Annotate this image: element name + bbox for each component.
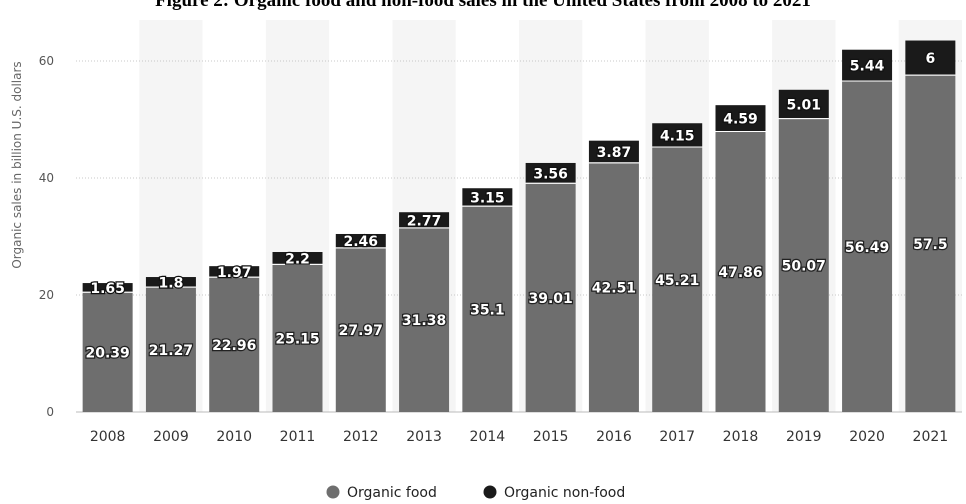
bar-organic-non-food: [588, 140, 639, 163]
x-tick-label: 2020: [849, 429, 885, 445]
x-tick-label: 2008: [90, 429, 126, 445]
data-label-organic-non-food: 4.15: [660, 128, 695, 144]
y-tick-label: 20: [39, 288, 54, 302]
data-label-organic-food: 27.97: [339, 323, 383, 339]
chart-title: Figure 2: Organic food and non-food sale…: [155, 0, 811, 11]
bar-organic-food: [588, 163, 639, 412]
x-tick-label: 2016: [596, 429, 632, 445]
bar-organic-non-food: [842, 49, 893, 81]
bar-organic-non-food: [209, 266, 260, 277]
x-tick-label: 2010: [216, 429, 252, 445]
x-axis-ticks: 2008 2009 2010 2011 2012 2013 2014 2015 2016 2017…: [90, 429, 948, 445]
bar-organic-non-food: [525, 162, 576, 183]
bar-organic-food: [525, 183, 576, 412]
y-tick-label: 60: [39, 54, 54, 68]
x-tick-label: 2009: [153, 429, 189, 445]
legend-marker-organic-non-food: [483, 485, 497, 499]
data-label-organic-non-food: 1.8: [159, 275, 184, 291]
bar-organic-food: [652, 147, 703, 413]
y-tick-label: 0: [46, 405, 54, 419]
data-label-organic-non-food: 3.15: [470, 190, 505, 206]
data-label-organic-food: 45.21: [655, 273, 699, 289]
x-tick-label: 2011: [280, 429, 316, 445]
legend: Organic food Organic non-food: [326, 485, 625, 501]
bar-organic-non-food: [715, 105, 766, 132]
x-tick-label: 2017: [659, 429, 695, 445]
bar-organic-food: [462, 206, 513, 412]
x-tick-label: 2014: [470, 429, 506, 445]
bar-organic-food: [778, 119, 829, 412]
x-tick-label: 2015: [533, 429, 569, 445]
data-label-organic-food: 21.27: [149, 343, 193, 359]
legend-label-organic-food: Organic food: [347, 485, 437, 501]
data-label-organic-non-food: 6: [925, 51, 935, 67]
bar-organic-food: [842, 81, 893, 412]
data-label-organic-non-food: 1.65: [90, 281, 125, 297]
data-label-organic-food: 35.1: [470, 302, 505, 318]
bar-organic-non-food: [82, 283, 133, 292]
data-label-organic-food: 47.86: [718, 265, 762, 281]
bar-organic-non-food: [335, 233, 386, 248]
legend-label-organic-non-food: Organic non-food: [504, 485, 625, 501]
y-axis-label: Organic sales in billion U.S. dollars: [10, 61, 24, 268]
data-label-organic-non-food: 3.87: [597, 145, 632, 161]
data-label-organic-non-food: 3.56: [533, 166, 568, 182]
data-label-organic-food: 39.01: [528, 291, 572, 307]
bar-organic-non-food: [778, 89, 829, 119]
data-label-organic-non-food: 2.77: [407, 213, 442, 229]
bar-organic-non-food: [145, 277, 196, 287]
x-tick-label: 2019: [786, 429, 822, 445]
data-label-organic-food: 22.96: [212, 338, 256, 354]
bar-organic-food: [209, 277, 260, 412]
bar-organic-non-food: [905, 40, 956, 75]
data-label-organic-food: 25.15: [275, 331, 319, 347]
x-tick-label: 2012: [343, 429, 379, 445]
data-label-organic-food: 31.38: [402, 313, 446, 329]
bar-organic-non-food: [272, 252, 323, 264]
data-label-organic-non-food: 2.2: [285, 251, 310, 267]
bar-organic-food: [905, 75, 956, 412]
data-label-organic-non-food: 5.01: [787, 97, 822, 113]
bar-organic-food: [715, 132, 766, 413]
data-label-organic-non-food: 1.97: [217, 265, 252, 281]
y-axis-ticks: 0 20 40 60: [39, 54, 54, 419]
data-label-organic-food: 56.49: [845, 240, 889, 256]
data-label-organic-non-food: 2.46: [344, 234, 379, 250]
bar-organic-food: [335, 248, 386, 412]
bar-organic-food: [399, 228, 450, 412]
bars: 20.39 1.65 21.27 1.8 22.96 1.97 25.15 2.2 27.97 2…: [82, 40, 956, 413]
x-tick-label: 2018: [723, 429, 759, 445]
bar-organic-food: [272, 264, 323, 412]
bar-organic-non-food: [652, 123, 703, 147]
bar-organic-food: [82, 292, 133, 412]
legend-marker-organic-food: [326, 485, 340, 499]
bar-organic-non-food: [399, 212, 450, 228]
x-tick-label: 2021: [913, 429, 949, 445]
data-label-organic-food: 50.07: [782, 259, 826, 275]
bar-organic-food: [145, 287, 196, 412]
data-label-organic-non-food: 5.44: [850, 59, 885, 75]
data-label-organic-food: 42.51: [592, 281, 636, 297]
y-tick-label: 40: [39, 171, 54, 185]
bar-organic-non-food: [462, 188, 513, 206]
data-label-organic-non-food: 4.59: [723, 112, 758, 128]
data-label-organic-food: 20.39: [85, 345, 129, 361]
x-tick-label: 2013: [406, 429, 442, 445]
data-label-organic-food: 57.5: [913, 237, 948, 253]
